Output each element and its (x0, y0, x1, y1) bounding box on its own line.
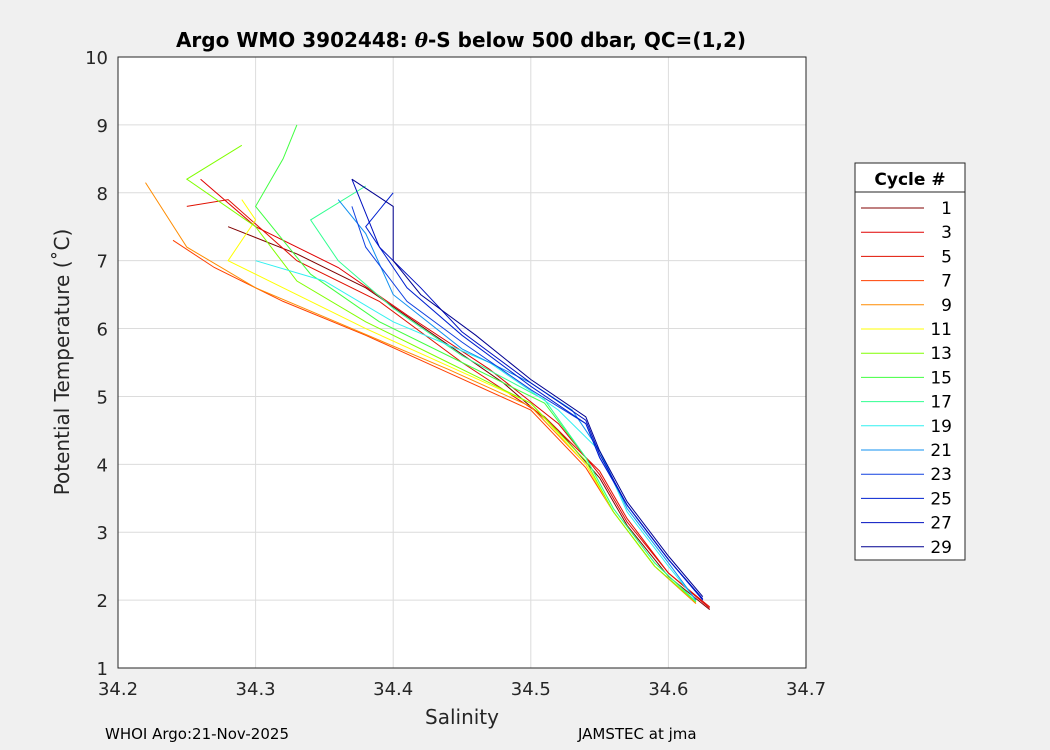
legend-label: 19 (930, 417, 952, 437)
y-tick-label: 1 (97, 659, 108, 680)
y-tick-label: 10 (85, 48, 108, 69)
y-tick-label: 9 (97, 116, 108, 137)
x-tick-label: 34.7 (786, 679, 826, 700)
legend-label: 9 (941, 296, 952, 316)
grid (117, 56, 807, 669)
legend-label: 17 (930, 393, 952, 413)
x-tick-label: 34.6 (648, 679, 688, 700)
tick-labels: 34.2 34.3 34.4 34.5 34.6 34.7 1 2 3 4 5 6 7 8 9 10 (85, 48, 826, 700)
x-tick-label: 34.2 (98, 679, 138, 700)
series-line-cycle-19 (255, 260, 697, 601)
y-tick-label: 2 (97, 591, 108, 612)
series-lines (145, 124, 711, 610)
legend-label: 25 (930, 489, 952, 509)
legend-title: Cycle # (874, 170, 945, 190)
axes-box (117, 56, 807, 669)
y-tick-label: 6 (97, 320, 108, 341)
y-tick-label: 7 (97, 252, 108, 273)
legend-label: 1 (941, 199, 952, 219)
x-tick-label: 34.3 (236, 679, 276, 700)
legend-label: 27 (930, 514, 952, 534)
legend-label: 5 (941, 247, 952, 267)
footer-left: WHOI Argo:21-Nov-2025 (105, 725, 289, 743)
series-line-cycle-3 (200, 178, 711, 609)
legend-label: 15 (930, 368, 952, 388)
chart-title: Argo WMO 3902448: θ-S below 500 dbar, QC… (176, 28, 746, 52)
series-line-cycle-29 (351, 178, 704, 598)
legend-label: 21 (930, 441, 952, 461)
x-tick-label: 34.4 (373, 679, 413, 700)
y-tick-label: 4 (97, 455, 108, 476)
series-line-cycle-27 (351, 179, 704, 600)
x-tick-label: 34.5 (511, 679, 551, 700)
footer-right: JAMSTEC at jma (578, 725, 697, 743)
legend-label: 13 (930, 344, 952, 364)
legend-label: 7 (941, 272, 952, 292)
y-tick-label: 8 (97, 184, 108, 205)
series-line-cycle-17 (309, 185, 697, 602)
y-tick-label: 3 (97, 523, 108, 544)
legend-label: 3 (941, 223, 952, 243)
x-axis-label: Salinity (425, 705, 499, 729)
legend-label: 29 (930, 538, 952, 558)
y-tick-label: 5 (97, 387, 108, 408)
legend-label: 23 (930, 465, 952, 485)
series-line-cycle-13 (185, 144, 697, 603)
legend-label: 11 (930, 320, 952, 340)
y-axis-label: Potential Temperature (˚C) (50, 229, 74, 496)
